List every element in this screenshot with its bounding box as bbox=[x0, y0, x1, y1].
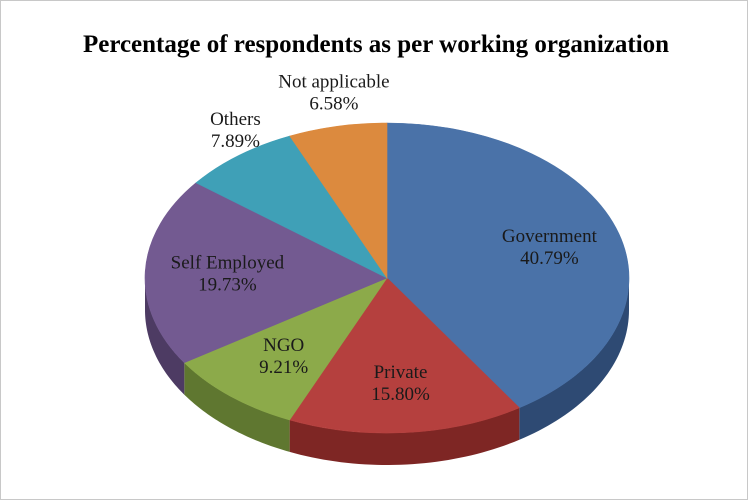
pie-slice-others bbox=[195, 135, 388, 279]
value-self-employed: 19.73% bbox=[198, 275, 257, 296]
label-private: Private bbox=[374, 362, 428, 383]
value-ngo: 9.21% bbox=[259, 357, 308, 378]
chart-title: Percentage of respondents as per working… bbox=[82, 31, 670, 58]
pie-slice-private bbox=[289, 277, 520, 434]
pie-slice-not-applicable bbox=[289, 122, 388, 279]
value-private: 15.80% bbox=[371, 384, 430, 405]
value-government: 40.79% bbox=[520, 248, 579, 269]
label-self-employed: Self Employed bbox=[171, 253, 285, 274]
pie-tops bbox=[144, 122, 630, 434]
pie-side-ngo bbox=[184, 362, 290, 452]
pie-sides bbox=[145, 278, 629, 465]
pie-slice-government bbox=[386, 122, 630, 409]
pie-side-government bbox=[519, 278, 629, 440]
pie-slice-ngo bbox=[183, 277, 388, 421]
label-ngo: NGO bbox=[263, 335, 304, 356]
label-not-applicable: Not applicable bbox=[278, 72, 389, 93]
value-not-applicable: 6.58% bbox=[309, 94, 358, 115]
value-others: 7.89% bbox=[211, 131, 260, 152]
label-others: Others bbox=[210, 109, 261, 130]
label-government: Government bbox=[502, 226, 598, 247]
pie-side-self-employed bbox=[145, 278, 185, 395]
pie-slice-self-employed bbox=[144, 182, 388, 364]
pie-side-private bbox=[289, 407, 520, 465]
